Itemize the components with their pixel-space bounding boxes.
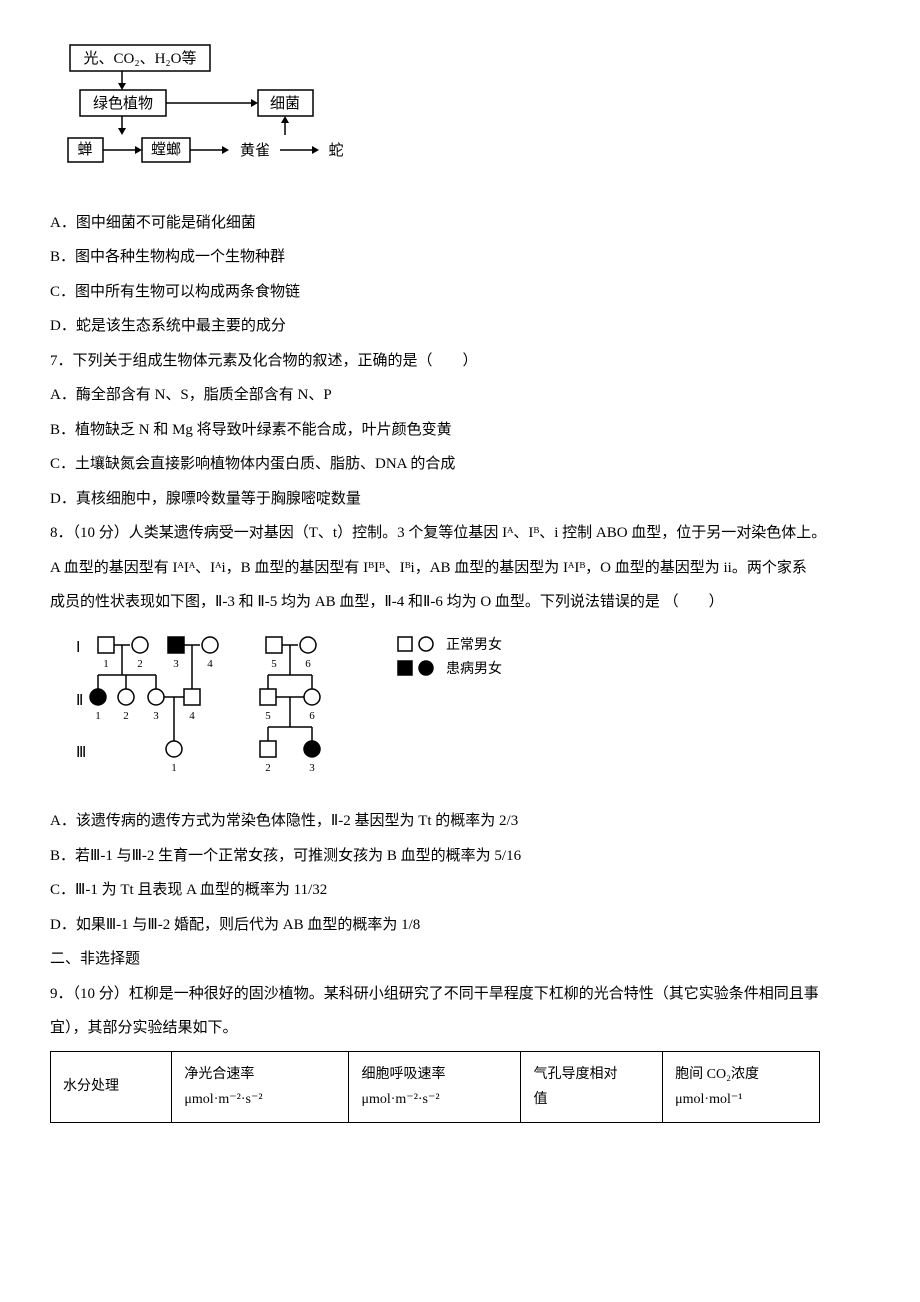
q9-stem-1: 9．（10 分）杠柳是一种很好的固沙植物。某科研小组研究了不同干旱程度下杠柳的光… <box>50 980 870 1009</box>
q6-option-a: A．图中细菌不可能是硝化细菌 <box>50 209 870 238</box>
box-plants: 绿色植物 <box>93 95 153 112</box>
svg-text:6: 6 <box>309 710 315 722</box>
chain-cicada: 蝉 <box>77 141 92 158</box>
food-web-svg: 光、CO₂、H₂O等 绿色植物 细菌 蝉 螳螂 黄雀 蛇 <box>58 40 358 180</box>
chain-mantis: 螳螂 <box>151 141 181 158</box>
gen-2-label: Ⅱ <box>76 693 83 709</box>
chain-snake: 蛇 <box>328 142 343 159</box>
box-inputs: 光、CO₂、H₂O等 <box>84 49 197 67</box>
q6-option-c: C．图中所有生物可以构成两条食物链 <box>50 278 870 307</box>
q9-stem-2: 宜），其部分实验结果如下。 <box>50 1014 870 1043</box>
svg-text:3: 3 <box>309 762 315 774</box>
table-col5: 胞间 CO₂浓度 μmol·mol⁻¹ <box>663 1051 820 1122</box>
results-table: 水分处理 净光合速率 μmol·m⁻²·s⁻² 细胞呼吸速率 μmol·m⁻²·… <box>50 1051 820 1123</box>
q6-option-d: D．蛇是该生态系统中最主要的成分 <box>50 312 870 341</box>
gen-1-label: Ⅰ <box>76 640 80 656</box>
svg-text:2: 2 <box>265 762 271 774</box>
legend-affected: 患病男女 <box>446 660 502 677</box>
svg-text:4: 4 <box>189 710 195 722</box>
q7-option-b: B．植物缺乏 N 和 Mg 将导致叶绿素不能合成，叶片颜色变黄 <box>50 416 870 445</box>
q7-option-a: A．酶全部含有 N、S，脂质全部含有 N、P <box>50 381 870 410</box>
q8-option-b: B．若Ⅲ-1 与Ⅲ-2 生育一个正常女孩，可推测女孩为 B 血型的概率为 5/1… <box>50 842 870 871</box>
svg-text:2: 2 <box>123 710 129 722</box>
q8-option-c: C．Ⅲ-1 为 Tt 且表现 A 血型的概率为 11/32 <box>50 876 870 905</box>
table-col3: 细胞呼吸速率 μmol·m⁻²·s⁻² <box>349 1051 521 1122</box>
q8-option-d: D．如果Ⅲ-1 与Ⅲ-2 婚配，则后代为 AB 血型的概率为 1/8 <box>50 911 870 940</box>
q6-option-b: B．图中各种生物构成一个生物种群 <box>50 243 870 272</box>
table-col2: 净光合速率 μmol·m⁻²·s⁻² <box>172 1051 349 1122</box>
svg-text:1: 1 <box>103 658 109 670</box>
legend-normal: 正常男女 <box>446 636 502 653</box>
pedigree-svg: Ⅰ 1 2 3 4 5 6 Ⅱ 1 2 <box>68 627 568 787</box>
svg-text:1: 1 <box>171 762 177 774</box>
q8-option-a: A．该遗传病的遗传方式为常染色体隐性，Ⅱ-2 基因型为 Tt 的概率为 2/3 <box>50 807 870 836</box>
q7-stem: 7．下列关于组成生物体元素及化合物的叙述，正确的是（ ） <box>50 347 870 376</box>
chain-oriole: 黄雀 <box>240 142 270 159</box>
table-col4: 气孔导度相对 值 <box>521 1051 663 1122</box>
gen-3-label: Ⅲ <box>76 745 86 761</box>
table-col1: 水分处理 <box>51 1051 172 1122</box>
svg-text:1: 1 <box>95 710 101 722</box>
pedigree-diagram: Ⅰ 1 2 3 4 5 6 Ⅱ 1 2 <box>68 627 870 798</box>
q8-stem-2: A 血型的基因型有 IᴬIᴬ、Iᴬi，B 血型的基因型有 IᴮIᴮ、Iᴮi，AB… <box>50 554 870 583</box>
svg-text:3: 3 <box>153 710 159 722</box>
svg-text:2: 2 <box>137 658 143 670</box>
svg-text:6: 6 <box>305 658 311 670</box>
section-2-title: 二、非选择题 <box>50 945 870 974</box>
q7-option-d: D．真核细胞中，腺嘌呤数量等于胸腺嘧啶数量 <box>50 485 870 514</box>
q8-stem-1: 8．（10 分）人类某遗传病受一对基因（T、t）控制。3 个复等位基因 Iᴬ、I… <box>50 519 870 548</box>
svg-text:4: 4 <box>207 658 213 670</box>
svg-text:3: 3 <box>173 658 179 670</box>
svg-text:5: 5 <box>271 658 277 670</box>
food-web-diagram: 光、CO₂、H₂O等 绿色植物 细菌 蝉 螳螂 黄雀 蛇 <box>58 40 870 191</box>
svg-text:5: 5 <box>265 710 271 722</box>
q7-option-c: C．土壤缺氮会直接影响植物体内蛋白质、脂肪、DNA 的合成 <box>50 450 870 479</box>
box-bacteria: 细菌 <box>270 95 300 112</box>
q8-stem-3: 成员的性状表现如下图，Ⅱ-3 和 Ⅱ-5 均为 AB 血型，Ⅱ-4 和Ⅱ-6 均… <box>50 588 870 617</box>
